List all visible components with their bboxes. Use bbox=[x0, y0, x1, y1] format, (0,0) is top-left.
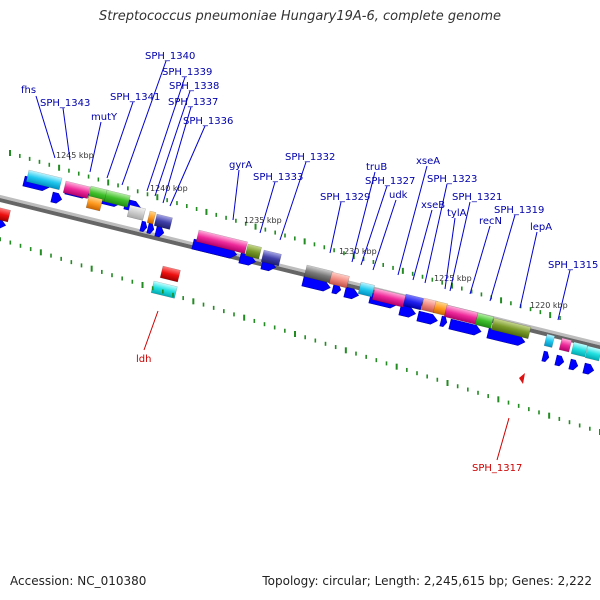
gene-block-18 bbox=[443, 304, 479, 325]
gene-label-ldh: ldh bbox=[136, 354, 151, 365]
gene-label-SPH_1323: SPH_1323 bbox=[427, 174, 477, 185]
gene-label-SPH_1336: SPH_1336 bbox=[183, 116, 233, 127]
gene-block-7 bbox=[153, 213, 173, 230]
gene-block-21 bbox=[543, 333, 556, 348]
gene-label-fhs: fhs bbox=[21, 85, 36, 96]
gene-block-15 bbox=[402, 293, 424, 311]
tick-label-1235: 1235 kbp bbox=[244, 216, 282, 225]
gene-label-SPH_1329: SPH_1329 bbox=[320, 192, 370, 203]
gene-block-8 bbox=[195, 229, 248, 254]
gene-block-1 bbox=[62, 180, 91, 199]
gene-label-lepA: lepA bbox=[530, 222, 552, 233]
gene-block-13 bbox=[357, 281, 375, 298]
tick-label-1245: 1245 kbp bbox=[56, 151, 94, 160]
cds-arrow-24 bbox=[582, 362, 595, 375]
gene-label-gyrA: gyrA bbox=[229, 160, 252, 171]
cds-arrow-2 bbox=[50, 191, 63, 204]
cds-arrow-19 bbox=[448, 318, 482, 336]
label-leaders bbox=[35, 60, 571, 321]
genome-summary-text: Topology: circular; Length: 2,245,615 bp… bbox=[262, 574, 592, 588]
cds-arrow-18 bbox=[439, 315, 448, 327]
cds-arrow-0 bbox=[0, 216, 7, 230]
gene-label-SPH_1332: SPH_1332 bbox=[285, 152, 335, 163]
tick-label-1220: 1220 kbp bbox=[530, 301, 568, 310]
gene-label-SPH_1315: SPH_1315 bbox=[548, 260, 598, 271]
gene-label-SPH_1327: SPH_1327 bbox=[365, 176, 415, 187]
gene-label-SPH_1339: SPH_1339 bbox=[162, 67, 212, 78]
gene-label-SPH_1337: SPH_1337 bbox=[168, 97, 218, 108]
map-title: Streptococcus pneumoniae Hungary19A-6, c… bbox=[99, 9, 501, 24]
gene-label-SPH_1333: SPH_1333 bbox=[253, 172, 303, 183]
gene-block-3 bbox=[85, 195, 103, 212]
accession-text: Accession: NC_010380 bbox=[10, 574, 147, 588]
gene-label-SPH_1343: SPH_1343 bbox=[40, 98, 90, 109]
cds-arrow-6 bbox=[139, 220, 148, 232]
gene-block-9 bbox=[244, 243, 262, 260]
gene-label-tylA: tylA bbox=[447, 208, 467, 219]
gene-block-22 bbox=[558, 337, 573, 353]
tick-track bbox=[0, 150, 600, 435]
gene-label-mutY: mutY bbox=[91, 112, 118, 123]
gene-block-27 bbox=[159, 265, 181, 283]
gene-block-5 bbox=[126, 204, 146, 221]
cds-arrow-14 bbox=[343, 286, 360, 300]
tick-label-1240: 1240 kbp bbox=[150, 184, 188, 193]
cds-arrow-21 bbox=[541, 350, 550, 362]
gene-label-truB: truB bbox=[366, 162, 387, 173]
gene-label-xseA: xseA bbox=[416, 156, 440, 167]
gene-label-SPH_1338: SPH_1338 bbox=[169, 81, 219, 92]
cds-arrow-22 bbox=[554, 354, 565, 367]
gene-block-12 bbox=[328, 271, 350, 289]
gene-label-SPH_1319: SPH_1319 bbox=[494, 205, 544, 216]
gene-block-19 bbox=[474, 312, 494, 329]
gene-block-0 bbox=[25, 169, 63, 191]
gene-block-6 bbox=[146, 210, 157, 225]
gene-block-26 bbox=[0, 206, 11, 223]
label-leaders-lower bbox=[143, 310, 510, 461]
gene-label-SPH_1341: SPH_1341 bbox=[110, 92, 160, 103]
gene-block-4 bbox=[103, 189, 131, 208]
gene-label-udk: udk bbox=[389, 190, 408, 201]
gene-label-SPH_1321: SPH_1321 bbox=[452, 192, 502, 203]
gene-label-xseB: xseB bbox=[421, 200, 445, 211]
gene-label-SPH_1317: SPH_1317 bbox=[472, 463, 522, 474]
gene-label-recN: recN bbox=[479, 216, 502, 227]
cds-arrow-23 bbox=[568, 358, 579, 371]
functional-blocks bbox=[0, 169, 600, 384]
cds-arrow-7 bbox=[146, 222, 155, 234]
gene-label-SPH_1340: SPH_1340 bbox=[145, 51, 195, 62]
gene-block-10 bbox=[260, 249, 282, 267]
gene-block-23 bbox=[570, 341, 588, 358]
tick-label-1230: 1230 kbp bbox=[339, 247, 377, 256]
reverse-gene-arrow bbox=[519, 373, 525, 384]
cds-arrow-17 bbox=[416, 310, 438, 325]
gene-block-24 bbox=[584, 345, 600, 362]
gene-block-20 bbox=[490, 317, 532, 340]
